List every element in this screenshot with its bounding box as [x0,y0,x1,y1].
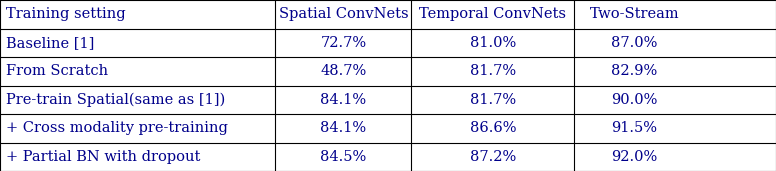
Text: Spatial ConvNets: Spatial ConvNets [279,7,408,21]
Text: + Partial BN with dropout: + Partial BN with dropout [6,150,200,164]
Text: Temporal ConvNets: Temporal ConvNets [419,7,566,21]
Text: 72.7%: 72.7% [320,36,366,50]
Text: From Scratch: From Scratch [6,64,109,78]
Text: 84.5%: 84.5% [320,150,366,164]
Text: 86.6%: 86.6% [469,121,516,135]
Text: 87.0%: 87.0% [611,36,657,50]
Text: 84.1%: 84.1% [320,93,366,107]
Text: 81.7%: 81.7% [469,64,516,78]
Text: 82.9%: 82.9% [611,64,657,78]
Text: 81.7%: 81.7% [469,93,516,107]
Text: Training setting: Training setting [6,7,126,21]
Text: Two-Stream: Two-Stream [590,7,679,21]
Text: Baseline [1]: Baseline [1] [6,36,95,50]
Text: 92.0%: 92.0% [611,150,657,164]
Text: Pre-train Spatial(same as [1]): Pre-train Spatial(same as [1]) [6,93,226,107]
Text: 91.5%: 91.5% [611,121,657,135]
Text: 90.0%: 90.0% [611,93,657,107]
Text: 84.1%: 84.1% [320,121,366,135]
Text: 81.0%: 81.0% [469,36,516,50]
Text: 87.2%: 87.2% [469,150,516,164]
Text: 48.7%: 48.7% [320,64,366,78]
Text: + Cross modality pre-training: + Cross modality pre-training [6,121,228,135]
